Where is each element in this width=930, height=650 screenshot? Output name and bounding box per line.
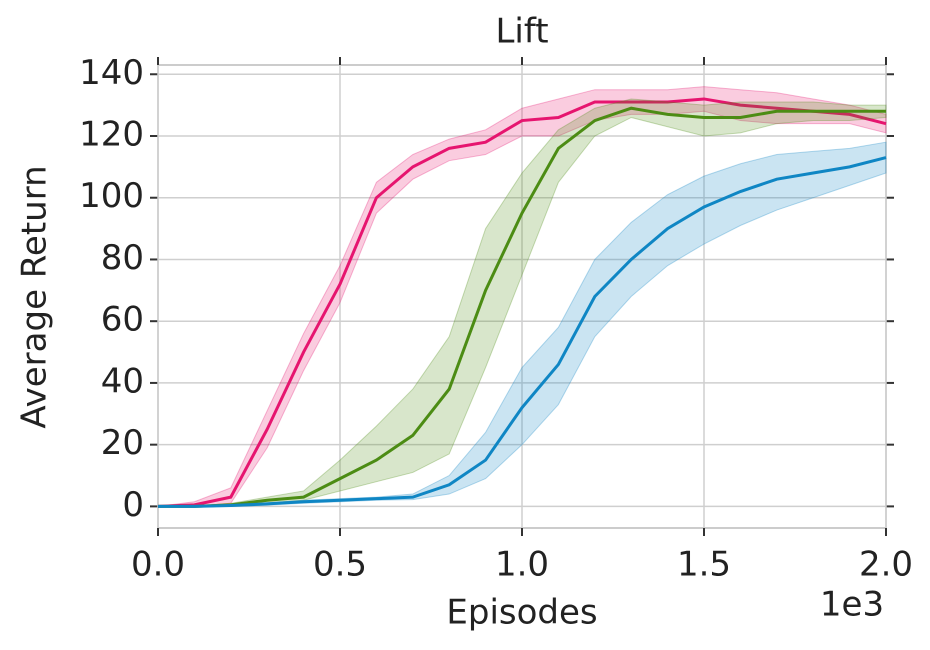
x-tick-label: 0.0 (131, 545, 185, 585)
y-tick-label: 120 (79, 114, 144, 154)
x-tick-label: 0.5 (313, 545, 367, 585)
x-tick-label: 1.5 (677, 545, 731, 585)
series-line (158, 156, 887, 508)
chart-title: Lift (495, 12, 548, 52)
y-tick-label: 60 (101, 300, 144, 340)
y-tick-label: 140 (79, 53, 144, 93)
x-tick-label: 2.0 (859, 545, 913, 585)
y-tick-label: 100 (79, 176, 144, 216)
y-axis-label: Average Return (15, 165, 55, 428)
x-axis-label: Episodes (446, 593, 597, 633)
x-tick-label: 1.0 (495, 545, 549, 585)
y-tick-label: 0 (122, 485, 144, 525)
series-line (157, 97, 887, 508)
series-line (158, 106, 886, 508)
y-tick-label: 20 (101, 423, 144, 463)
y-tick-label: 80 (101, 238, 144, 278)
x-offset-label: 1e3 (820, 585, 884, 625)
confidence-band (157, 86, 887, 507)
y-tick-label: 40 (101, 361, 144, 401)
